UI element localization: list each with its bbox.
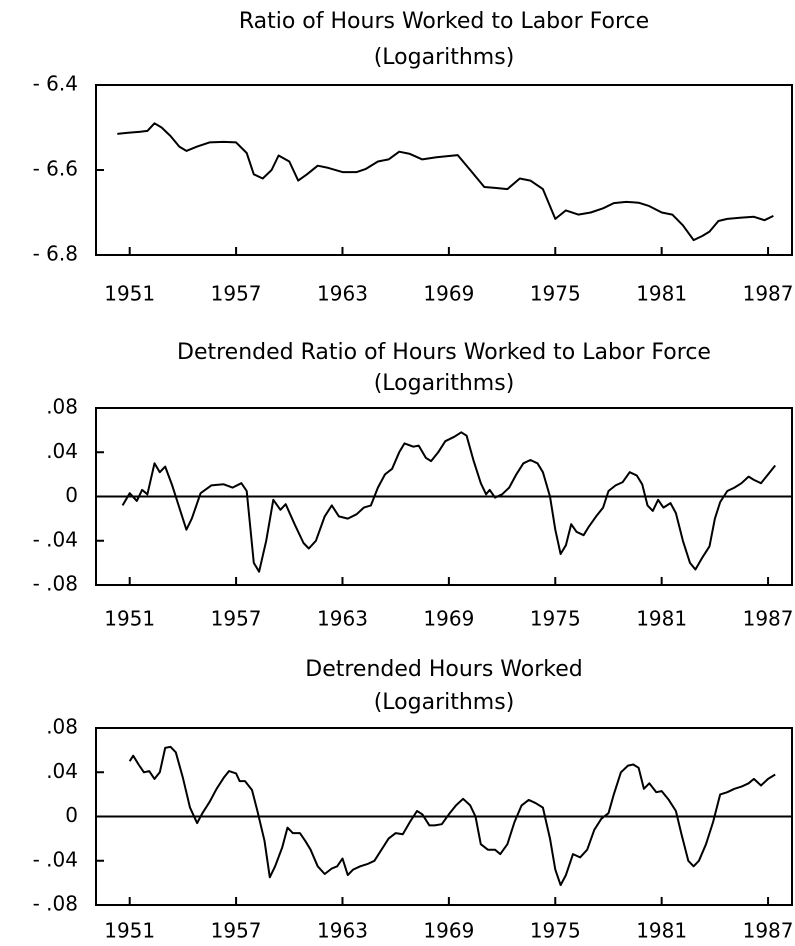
x-tick-label: 1963 <box>317 607 368 631</box>
x-tick-label: 1963 <box>317 282 368 306</box>
y-tick-label: .08 <box>46 715 78 739</box>
x-tick-label: 1975 <box>530 607 581 631</box>
x-tick-label: 1975 <box>530 919 581 943</box>
y-tick-label: - .04 <box>33 847 78 871</box>
x-tick-label: 1987 <box>743 607 794 631</box>
y-tick-label: .04 <box>46 439 78 463</box>
chart-panel: Ratio of Hours Worked to Labor Force (Log… <box>33 9 794 306</box>
x-tick-label: 1969 <box>423 919 474 943</box>
y-tick-label: - 6.4 <box>33 72 78 96</box>
chart-title: Detrended Ratio of Hours Worked to Labor… <box>177 340 711 365</box>
data-line <box>121 431 776 573</box>
data-line <box>128 745 776 887</box>
y-tick-label: .08 <box>46 395 78 419</box>
y-tick-label: - 6.6 <box>33 157 78 181</box>
y-tick-label: - .08 <box>33 572 78 596</box>
y-tick-label: 0 <box>65 803 78 827</box>
y-tick-label: - .04 <box>33 527 78 551</box>
x-tick-label: 1975 <box>530 282 581 306</box>
chart-panel: Detrended Hours Worked (Logarithms) .08 .04… <box>33 657 794 943</box>
x-tick-label: 1957 <box>211 282 262 306</box>
x-tick-label: 1957 <box>211 607 262 631</box>
x-tick-label: 1969 <box>423 607 474 631</box>
x-tick-label: 1987 <box>743 919 794 943</box>
x-tick-label: 1981 <box>636 607 687 631</box>
x-tick-label: 1981 <box>636 919 687 943</box>
chart-subtitle: (Logarithms) <box>374 45 515 70</box>
x-tick-label: 1969 <box>423 282 474 306</box>
x-tick-label: 1957 <box>211 919 262 943</box>
x-tick-label: 1951 <box>104 282 155 306</box>
chart-subtitle: (Logarithms) <box>374 371 515 396</box>
x-tick-label: 1987 <box>743 282 794 306</box>
y-tick-label: - 6.8 <box>33 242 78 266</box>
chart-panel: Detrended Ratio of Hours Worked to Labor… <box>33 340 794 631</box>
y-tick-label: 0 <box>65 483 78 507</box>
chart-subtitle: (Logarithms) <box>374 690 515 715</box>
y-tick-label: .04 <box>46 759 78 783</box>
x-tick-label: 1951 <box>104 607 155 631</box>
y-tick-label: - .08 <box>33 892 78 916</box>
data-line <box>117 122 774 242</box>
chart-title: Ratio of Hours Worked to Labor Force <box>239 9 649 34</box>
chart-title: Detrended Hours Worked <box>305 657 582 682</box>
x-tick-label: 1981 <box>636 282 687 306</box>
x-tick-label: 1963 <box>317 919 368 943</box>
x-tick-label: 1951 <box>104 919 155 943</box>
plot-frame <box>95 84 793 256</box>
